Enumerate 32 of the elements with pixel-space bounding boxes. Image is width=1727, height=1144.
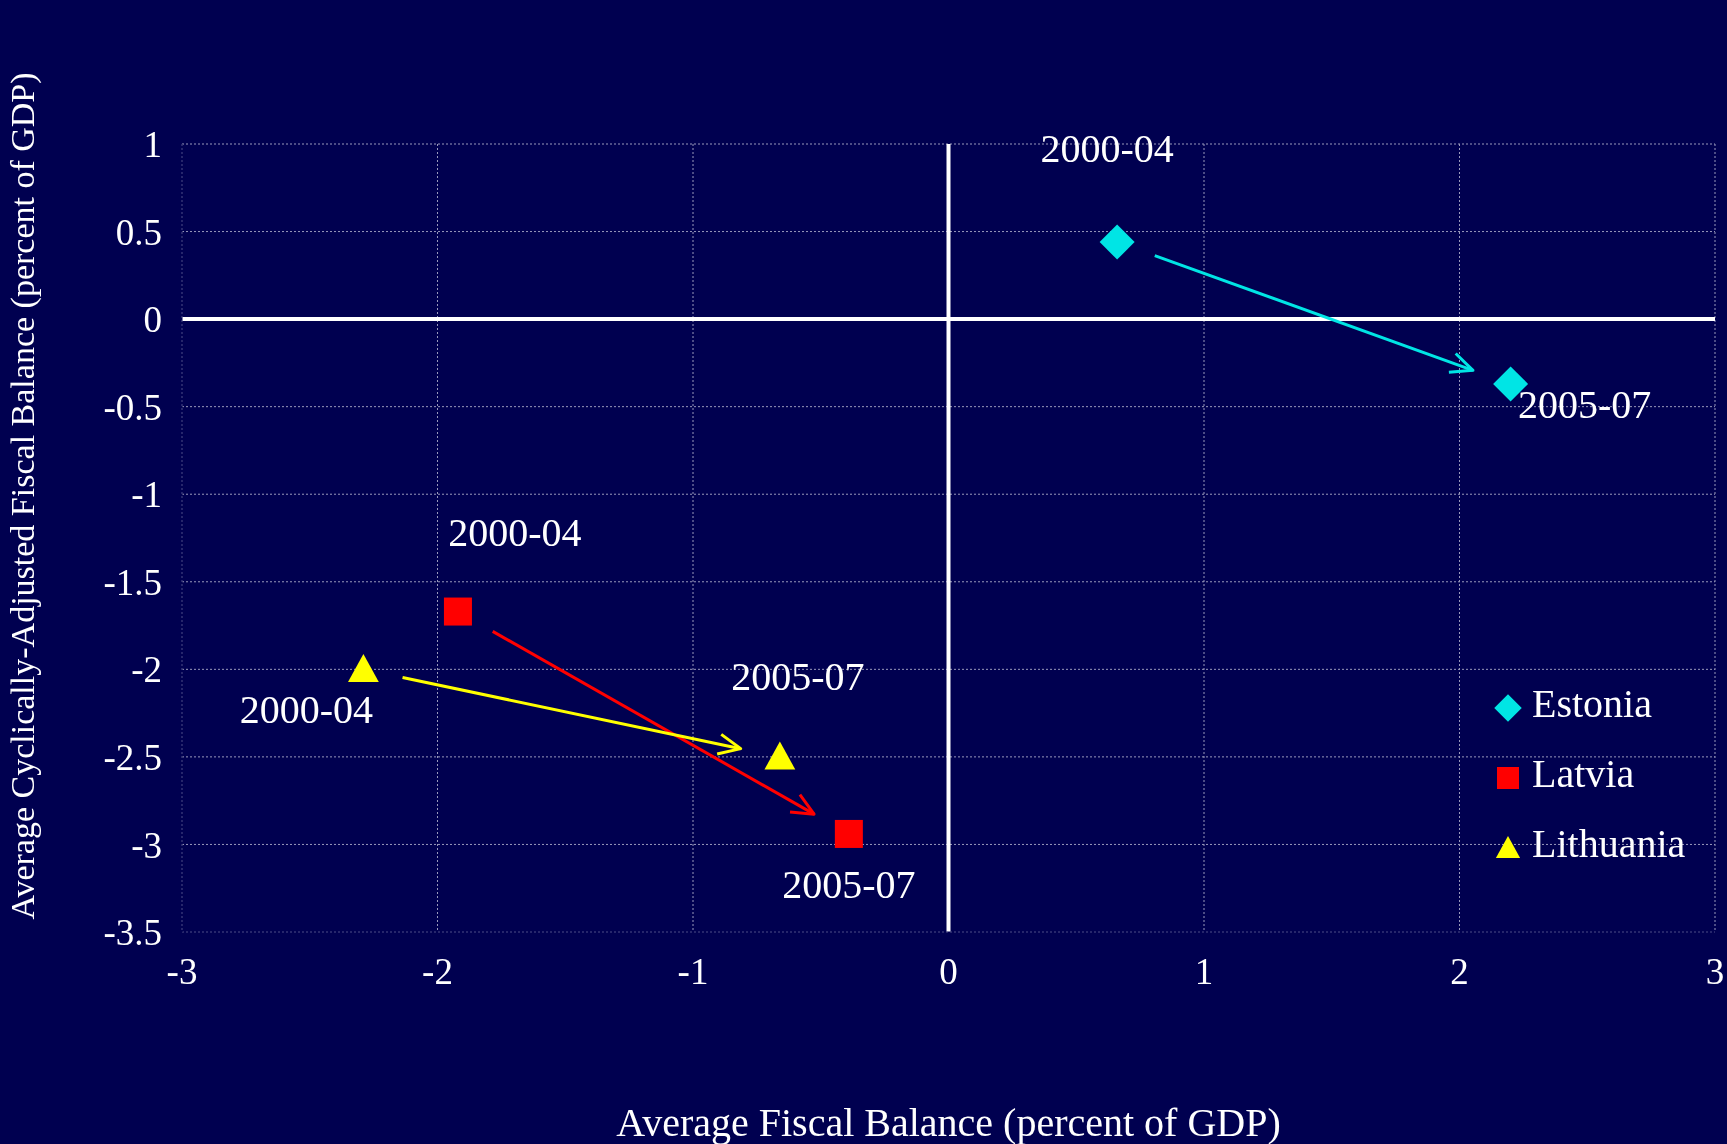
y-tick-label: -3 <box>131 824 162 866</box>
point <box>348 653 379 682</box>
y-tick-label: 1 <box>143 124 162 166</box>
x-tick-label: 3 <box>1705 951 1725 993</box>
y-tick-label: -1.5 <box>103 561 162 603</box>
legend-label: Lithuania <box>1532 821 1686 867</box>
point <box>834 819 863 848</box>
x-tick-label: 2 <box>1450 951 1469 993</box>
x-tick-label: 0 <box>939 951 958 993</box>
point <box>1099 224 1135 260</box>
y-tick-label: -0.5 <box>103 386 162 428</box>
x-axis-title: Average Fiscal Balance (percent of GDP) <box>616 1100 1281 1144</box>
annotation: 2000-04 <box>448 509 582 555</box>
x-tick-label: -1 <box>677 951 709 993</box>
y-tick-label: 0.5 <box>115 211 162 253</box>
y-tick-label: -1 <box>131 474 162 516</box>
y-tick-label: 0 <box>143 299 162 341</box>
y-axis-title: Average Cyclically-Adjusted Fiscal Balance (percent of GDP) <box>4 72 43 920</box>
x-tick-label: -2 <box>422 951 453 993</box>
y-tick-label: -2 <box>131 649 162 691</box>
legend-label: Estonia <box>1532 681 1653 727</box>
annotation: 2000-04 <box>239 686 374 732</box>
point <box>443 597 472 626</box>
annotation: 2005-07 <box>731 654 865 700</box>
annotation: 2000-04 <box>1040 126 1174 172</box>
y-tick-label: -3.5 <box>103 912 162 954</box>
x-tick-label: 1 <box>1194 951 1214 993</box>
annotation: 2005-07 <box>782 862 916 908</box>
y-tick-label: -2.5 <box>103 737 162 779</box>
legend-label: Latvia <box>1532 751 1635 797</box>
point <box>764 741 796 770</box>
annotation: 2005-07 <box>1517 382 1652 428</box>
